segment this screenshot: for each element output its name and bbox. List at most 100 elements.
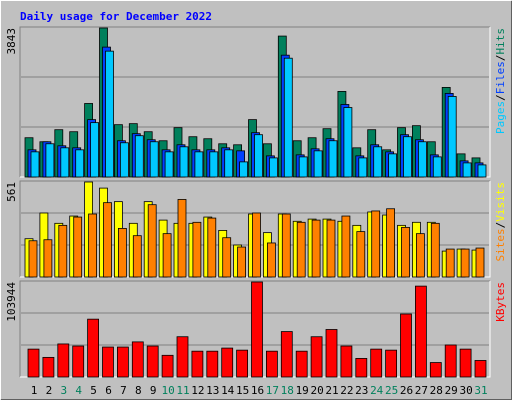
bar <box>134 135 144 178</box>
bar <box>280 331 293 378</box>
bar <box>266 242 276 278</box>
x-tick-label: 24 <box>370 384 384 397</box>
x-tick-label: 5 <box>90 384 97 397</box>
bar <box>30 151 40 178</box>
bar <box>117 346 129 378</box>
legend-separator: / <box>494 94 507 101</box>
bar <box>236 349 249 378</box>
x-tick-label: 27 <box>415 384 428 397</box>
x-tick-label: 26 <box>400 384 413 397</box>
bar <box>386 208 396 278</box>
bar <box>447 96 457 178</box>
bar <box>176 336 189 378</box>
x-tick-label: 21 <box>325 384 338 397</box>
x-tick-label: 18 <box>281 384 294 397</box>
bar <box>252 212 261 278</box>
x-tick-label: 15 <box>236 384 249 397</box>
bar <box>72 345 85 378</box>
bar <box>400 313 412 378</box>
bar <box>45 143 55 178</box>
bar <box>42 356 55 378</box>
bar <box>43 239 53 278</box>
bar <box>192 221 202 278</box>
bar <box>254 134 263 178</box>
x-tick-label: 9 <box>150 384 157 397</box>
legend-entry: Sites <box>494 228 507 261</box>
legend-entry: KBytes <box>494 282 507 322</box>
legend: Sites/Visits <box>494 182 507 262</box>
legend: Pages/Files/Hits <box>494 28 507 134</box>
bar <box>313 150 323 178</box>
x-tick-label: 14 <box>221 384 235 397</box>
bar <box>403 136 412 178</box>
bar <box>370 348 383 378</box>
bar <box>162 233 172 278</box>
bar <box>179 146 189 178</box>
bar <box>388 153 398 178</box>
bar <box>118 227 127 278</box>
bar <box>310 336 323 378</box>
bar <box>281 213 291 278</box>
bar <box>237 246 247 278</box>
bar <box>432 156 442 178</box>
bar <box>27 348 40 378</box>
panel-edge <box>19 180 490 277</box>
bar <box>207 217 217 278</box>
x-tick-label: 1 <box>31 384 38 397</box>
bar <box>132 235 142 278</box>
x-tick-label: 8 <box>135 384 142 397</box>
legend: KBytes <box>494 282 507 322</box>
legend-entry: Files <box>494 61 507 94</box>
bar <box>88 213 97 278</box>
legend-entry: Pages <box>494 101 507 134</box>
bar <box>268 157 278 178</box>
bar <box>444 344 457 378</box>
x-tick-label: 6 <box>105 384 112 397</box>
bar <box>462 162 472 178</box>
legend-separator: / <box>494 222 507 229</box>
bar <box>459 348 472 378</box>
bar <box>385 349 398 378</box>
bar <box>120 142 129 178</box>
bar <box>474 360 487 378</box>
bar <box>209 151 219 178</box>
bar <box>60 147 70 178</box>
bar <box>164 151 174 178</box>
bar <box>445 248 455 278</box>
legend-entry: Hits <box>494 28 507 55</box>
legend-entry: Visits <box>494 182 507 222</box>
x-tick-label: 19 <box>296 384 309 397</box>
x-tick-label: 25 <box>385 384 398 397</box>
y-tick-label: 103944 <box>5 282 18 322</box>
x-tick-label: 22 <box>340 384 353 397</box>
x-tick-label: 11 <box>176 384 189 397</box>
bar <box>429 362 442 378</box>
bar <box>298 156 308 178</box>
x-tick-label: 28 <box>430 384 443 397</box>
bar <box>355 358 368 378</box>
bar <box>90 122 99 178</box>
bar <box>328 140 338 178</box>
y-tick-label: 3843 <box>5 28 18 55</box>
bar <box>343 107 353 178</box>
bar <box>57 343 70 378</box>
bar <box>73 216 83 278</box>
bar <box>149 141 159 178</box>
bar <box>477 164 487 178</box>
x-tick-label: 20 <box>310 384 323 397</box>
bar <box>460 248 470 278</box>
bar <box>147 204 157 278</box>
x-tick-label: 7 <box>120 384 127 397</box>
panel-edge <box>19 280 490 377</box>
bar <box>417 141 427 178</box>
bar <box>341 215 351 278</box>
bar <box>356 231 366 278</box>
bar <box>430 222 440 278</box>
bar <box>105 50 114 178</box>
x-tick-label: 31 <box>474 384 487 397</box>
x-tick-label: 17 <box>266 384 279 397</box>
bar <box>75 149 85 178</box>
bar <box>475 247 485 278</box>
